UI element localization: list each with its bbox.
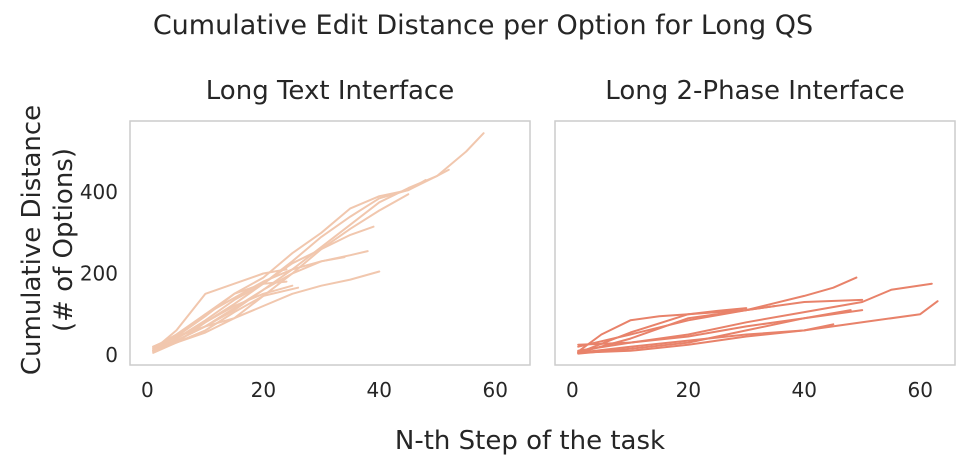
series-line-6	[577, 323, 835, 354]
series-line-7	[152, 270, 381, 353]
x-axis-label: N-th Step of the task	[395, 426, 665, 456]
panel-long-2phase: Long 2-Phase Interface 0 20 40 60	[554, 76, 956, 402]
x-tick-label: 60	[907, 378, 932, 402]
series-line-3	[152, 179, 427, 348]
series-line-8	[577, 309, 864, 355]
x-tick-label: 0	[141, 378, 154, 402]
series-line-9	[577, 307, 748, 354]
x-tick-label: 20	[676, 378, 701, 402]
y-tick-label: 0	[105, 343, 118, 367]
series-line-12	[152, 286, 300, 348]
x-tick-label: 40	[792, 378, 817, 402]
series-line-4	[577, 298, 864, 354]
axes-frame	[554, 120, 956, 366]
figure-title: Cumulative Edit Distance per Option for …	[153, 10, 813, 41]
axes-frame	[129, 120, 531, 366]
x-tick-label: 0	[566, 378, 579, 402]
x-tick-label: 60	[482, 378, 507, 402]
y-tick-label: 200	[80, 262, 118, 286]
series-line-7	[577, 305, 777, 353]
series-line-10	[152, 284, 294, 354]
series-line-11	[152, 268, 288, 351]
y-tick-label: 400	[80, 180, 118, 204]
panel-title: Long 2-Phase Interface	[605, 76, 904, 106]
panel-title: Long Text Interface	[206, 76, 454, 106]
x-tick-label: 20	[251, 378, 276, 402]
y-axis-label-line2: (# of Options)	[49, 148, 79, 332]
panel-long-text: Long Text Interface 0 20 40 60 0 200 400	[80, 76, 531, 402]
x-tick-label: 40	[367, 378, 392, 402]
y-axis-label-line1: Cumulative Distance	[17, 105, 47, 375]
